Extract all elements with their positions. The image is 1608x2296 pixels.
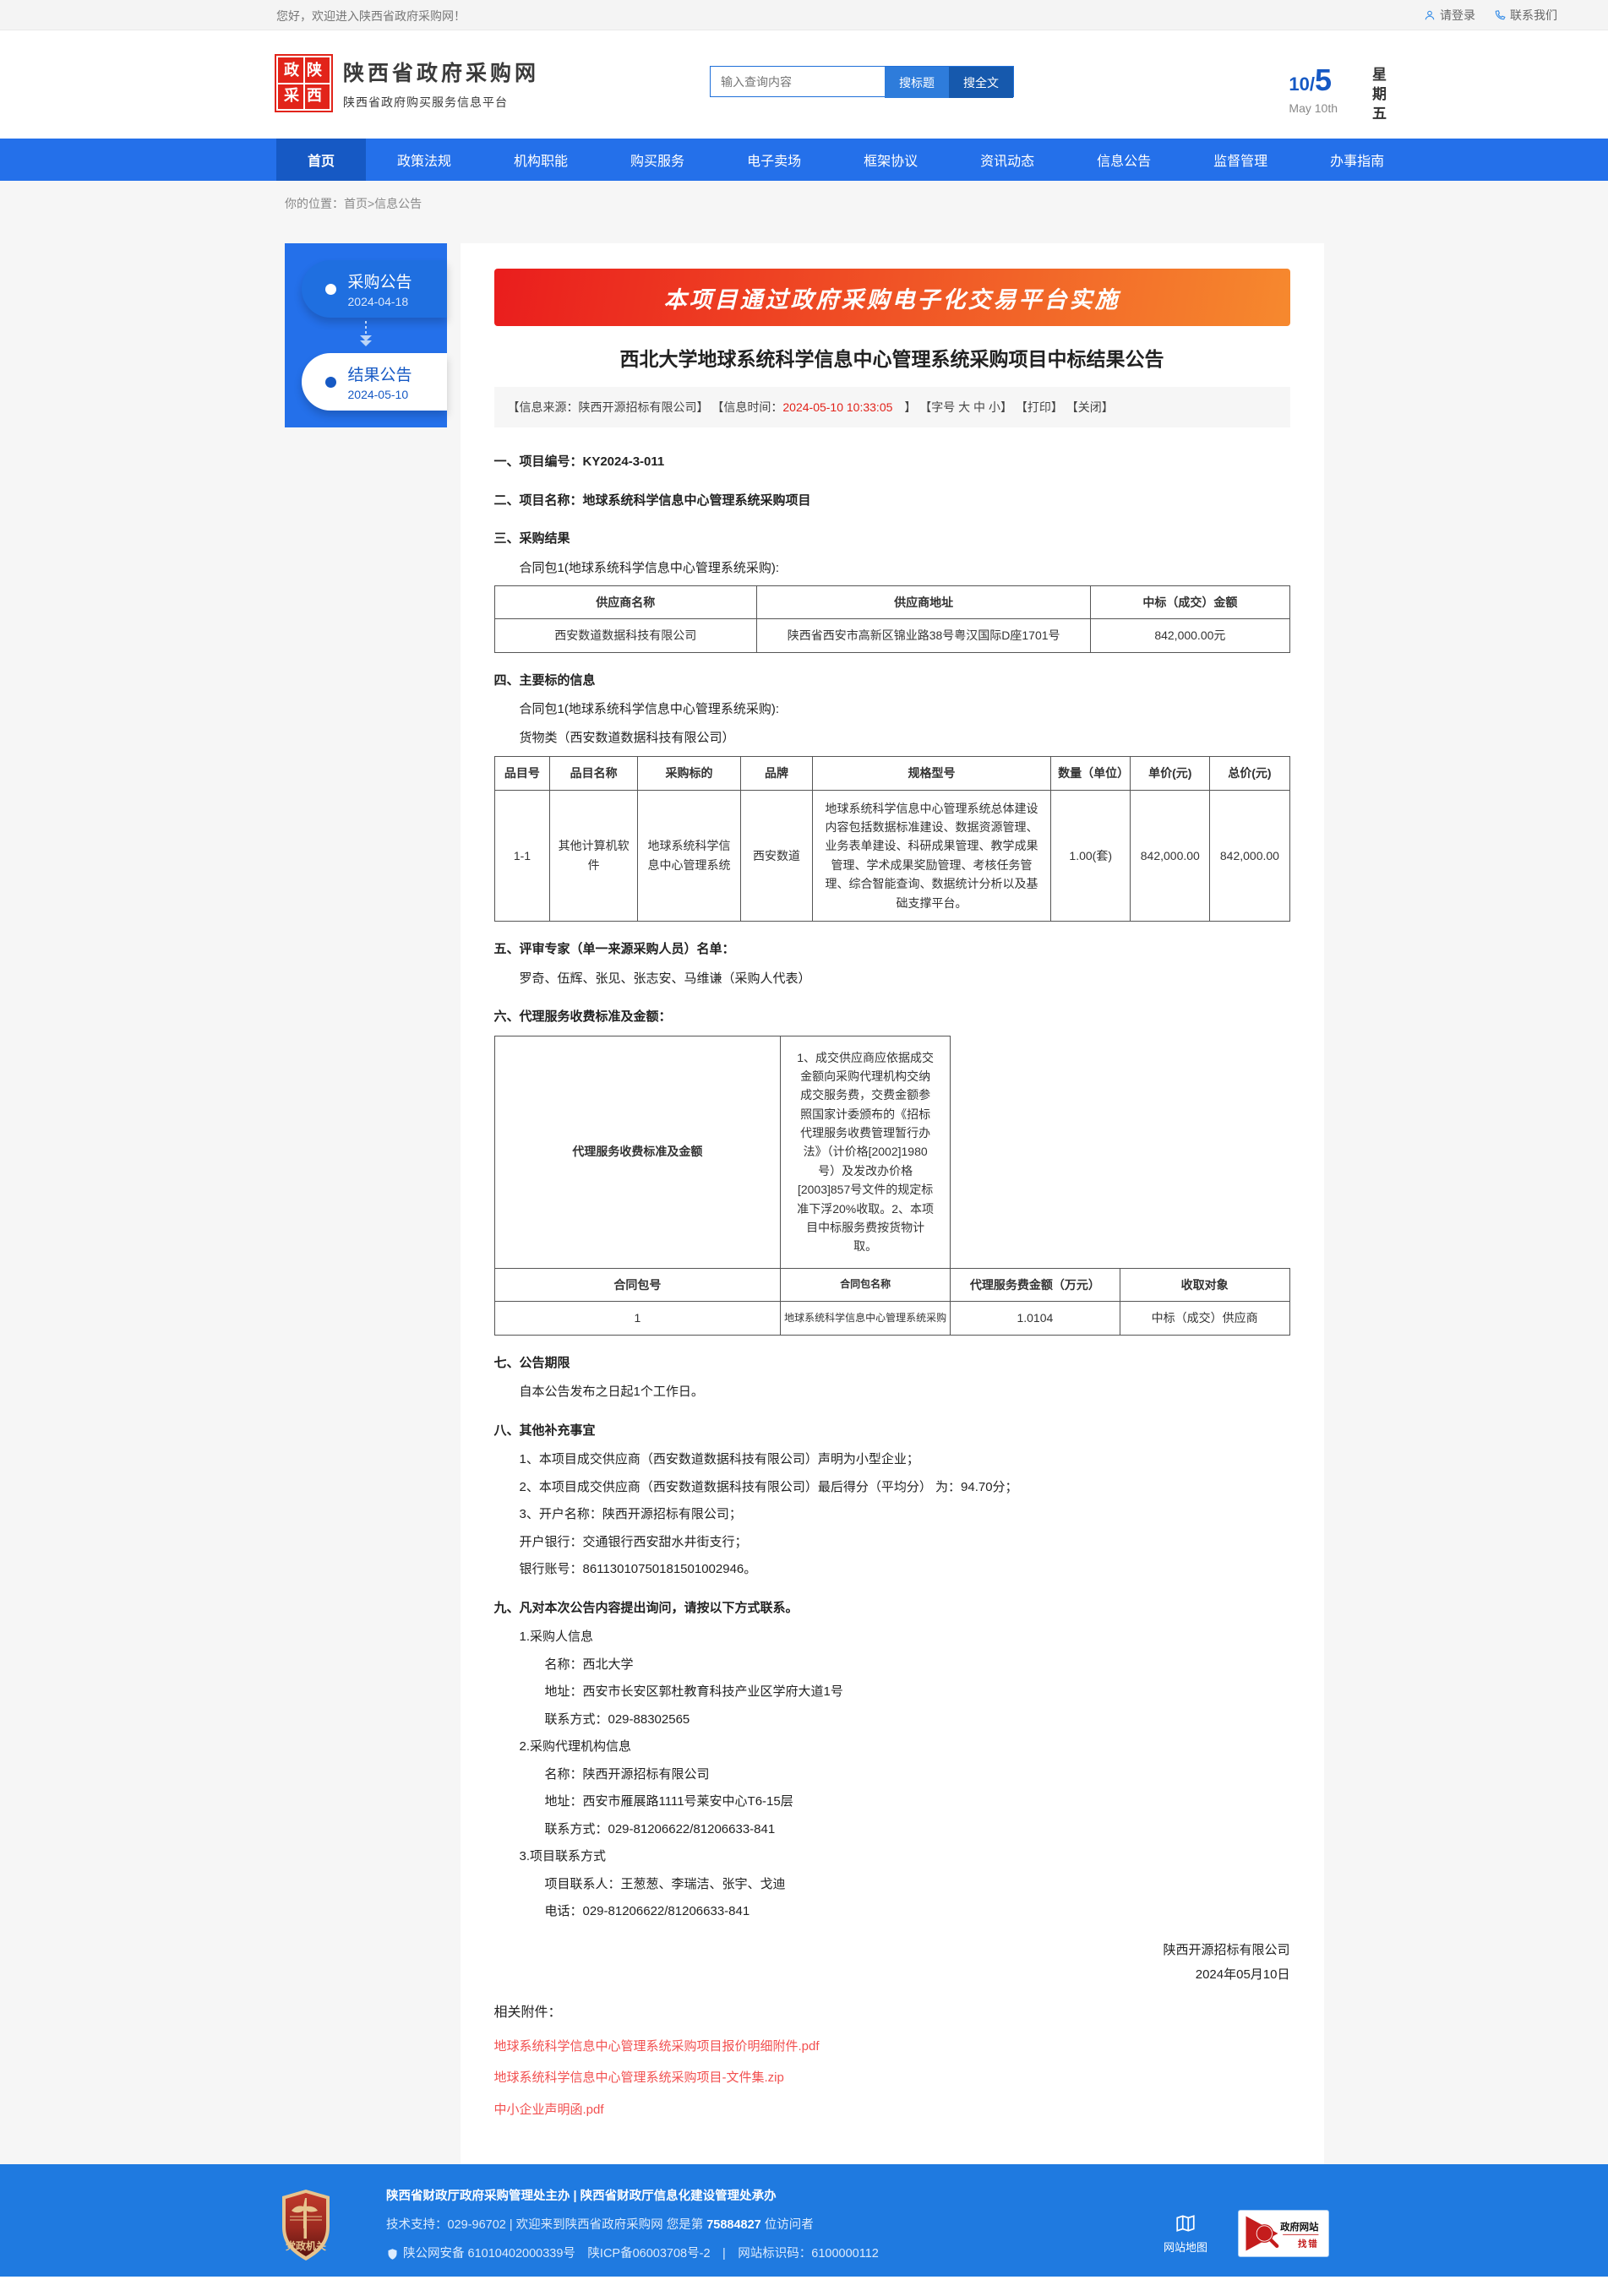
- svg-text:政府网站: 政府网站: [1280, 2221, 1319, 2233]
- svg-text:找错: 找错: [1298, 2239, 1318, 2250]
- svg-text:党政机关: 党政机关: [286, 2239, 326, 2252]
